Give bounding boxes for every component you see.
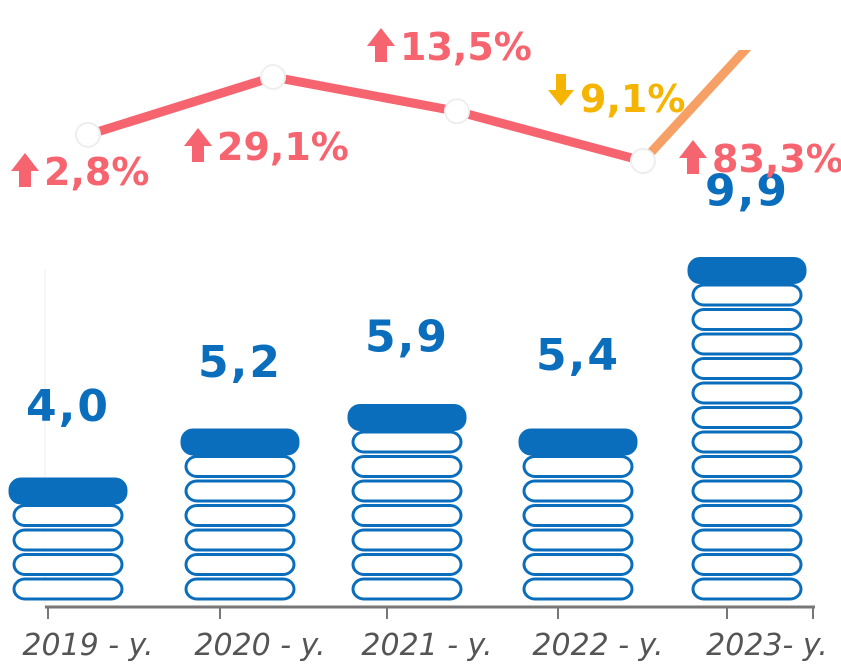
bar-segment [12,577,124,601]
bar-segment [691,504,803,527]
bar-segment [184,577,296,601]
line-point [75,121,101,148]
bar-cap [347,404,467,431]
bar-cap [518,428,638,456]
line-point [260,63,286,90]
line-point [630,148,656,175]
percent-label: 2,8% [44,150,149,194]
bar-segment [184,479,296,503]
value-label: 9,9 [705,166,789,217]
bar-segment [522,528,634,552]
bar-segment [12,504,124,527]
bar-segment [691,553,803,576]
bar [180,428,300,601]
percent-label: 83,3% [712,137,841,181]
x-tick-label: 2019 - y. [22,628,153,663]
growth-line-last [639,50,752,165]
bar-segment [351,528,463,552]
bar-segment [691,308,803,331]
bar-segment [691,357,803,380]
bar-segment [184,528,296,552]
bar-segment [12,528,124,552]
x-tick-label: 2022 - y. [532,628,663,663]
x-tick-label: 2021 - y. [361,628,492,663]
bar-segment [184,553,296,576]
bar-segment [522,577,634,601]
up-arrow [184,128,212,162]
x-tick-label: 2020 - y. [194,628,325,663]
bar [8,477,128,601]
bar-cap [687,257,807,284]
bar-segment [522,553,634,576]
bar-segment [522,479,634,503]
bar [687,257,807,601]
bar-segment [351,504,463,527]
bar [347,404,467,601]
bar-segment [351,479,463,503]
bar-cap [8,477,128,505]
growth-line [86,72,645,166]
bar-segment [184,504,296,527]
value-label: 5,9 [365,312,449,363]
bar-segment [351,455,463,478]
bar-segment [691,283,803,307]
value-label: 5,4 [536,330,620,381]
value-label: 4,0 [26,381,110,432]
up-arrow [11,153,39,187]
bar-segment [351,577,463,601]
up-arrow [679,140,707,174]
percent-label: 13,5% [400,25,532,69]
bar-segment [522,504,634,527]
bar-segment [184,455,296,478]
percent-label: 9,1% [580,77,685,121]
bar-segment [691,528,803,552]
bar-segment [691,332,803,356]
down-arrow [548,74,574,106]
bar-segment [351,553,463,576]
value-label: 5,2 [198,337,282,388]
percent-label: 29,1% [217,125,349,169]
x-tick-label: 2023- y. [706,628,828,663]
bar-segment [12,553,124,576]
bar [518,428,638,601]
bar-segment [522,455,634,478]
bar-segment [691,430,803,454]
bar-segment [691,455,803,478]
bar-segment [691,479,803,503]
bar-segment [351,430,463,454]
line-point [444,98,470,125]
bar-segment [691,577,803,601]
bar-cap [180,428,300,456]
bar-segment [691,406,803,429]
up-arrow [367,28,395,62]
bar-segment [691,381,803,405]
